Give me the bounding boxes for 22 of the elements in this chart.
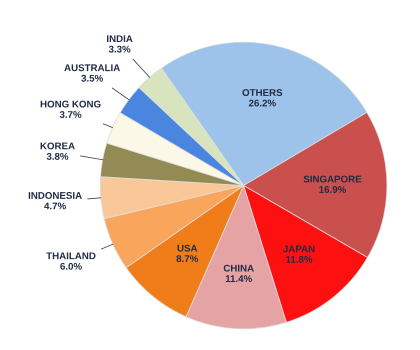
data-label: 11.4%: [226, 275, 252, 282]
data-label: 3.5%: [81, 74, 103, 82]
data-label: 3.7%: [60, 111, 82, 118]
slice-label: INDIA: [107, 35, 133, 42]
slice-label: KOREA: [40, 142, 75, 150]
data-label: 8.7%: [176, 255, 198, 262]
data-label: 11.8%: [286, 256, 312, 263]
slice-label: SINGAPORE: [304, 176, 362, 182]
data-label: 3.3%: [108, 46, 130, 53]
slice-label: AUSTRALIA: [64, 64, 120, 72]
slice-label: INDONESIA: [28, 192, 82, 199]
data-label: 3.8%: [46, 152, 68, 160]
slice-label: OTHERS: [242, 89, 282, 96]
slice-label: HONG KONG: [40, 100, 100, 108]
slice-label: CHINA: [224, 264, 254, 272]
slice-label: JAPAN: [283, 246, 315, 252]
slice-label: THAILAND: [46, 252, 96, 260]
slice-label: USA: [178, 244, 198, 252]
data-label: 6.0%: [60, 262, 82, 270]
data-label: 26.2%: [248, 100, 276, 106]
data-label: 16.9%: [319, 186, 346, 193]
data-label: 4.7%: [44, 202, 66, 210]
